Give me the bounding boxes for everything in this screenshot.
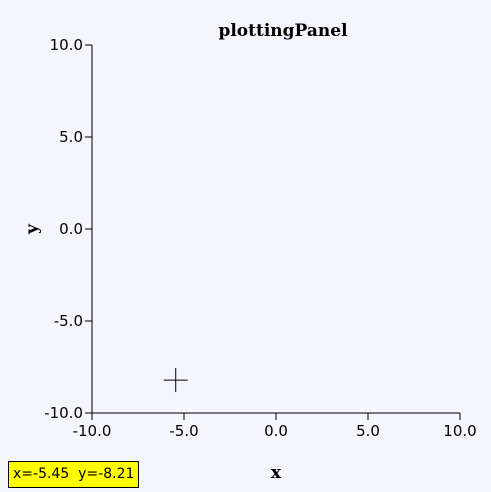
x-tick-label: 0.0 xyxy=(264,422,288,440)
y-axis-title: y xyxy=(23,223,43,235)
chart-title: plottingPanel xyxy=(218,21,348,41)
x-tick-label: -10.0 xyxy=(73,422,112,440)
x-tick-label: 10.0 xyxy=(443,422,476,440)
y-tick-label: 10.0 xyxy=(50,36,83,54)
coordinate-readout: x=-5.45 y=-8.21 xyxy=(8,461,140,488)
x-tick-label: -5.0 xyxy=(169,422,198,440)
x-axis-title: x xyxy=(271,463,282,483)
y-tick-label: 0.0 xyxy=(59,220,83,238)
y-tick-label: -10.0 xyxy=(44,404,83,422)
y-tick-label: 5.0 xyxy=(59,128,83,146)
x-axis-ticks: -10.0 -5.0 0.0 5.0 10.0 xyxy=(73,413,477,440)
x-tick-label: 5.0 xyxy=(356,422,380,440)
y-tick-label: -5.0 xyxy=(54,312,83,330)
crosshair-marker[interactable] xyxy=(163,368,188,393)
y-axis-ticks: 10.0 5.0 0.0 -5.0 -10.0 xyxy=(44,36,92,422)
